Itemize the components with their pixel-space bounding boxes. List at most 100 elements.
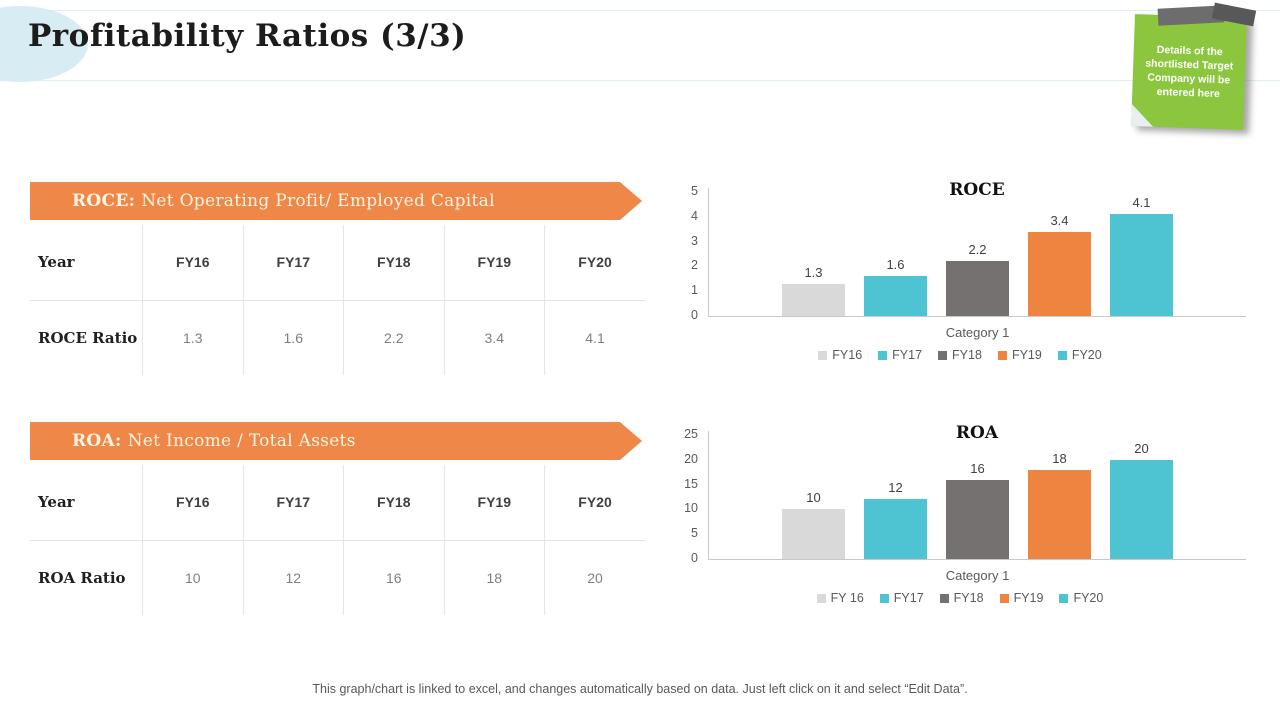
sticky-note-text: Details of the shortlisted Target Compan… [1145, 43, 1234, 101]
x-axis-line [708, 559, 1246, 560]
legend-swatch-icon [997, 350, 1007, 360]
y-tick-label: 4 [691, 208, 698, 223]
bar-value-label: 2.2 [968, 242, 987, 258]
table-row: Year FY16 FY17 FY18 FY19 FY20 [30, 225, 645, 301]
roce-ratio-label-cell: ROCE Ratio [30, 300, 143, 375]
col-header-fy19: FY19 [444, 225, 545, 301]
tape-corner-icon [1211, 2, 1257, 27]
banner-roa: ROA: Net Income / Total Assets [30, 422, 642, 460]
legend-label: FY20 [1073, 591, 1104, 605]
bar-value-label: 1.3 [804, 264, 823, 280]
header-bottom-rule [0, 80, 1280, 81]
legend-swatch-icon [818, 350, 828, 360]
y-tick-label: 0 [691, 308, 698, 322]
bar-fy18[interactable] [946, 261, 1009, 316]
bar-value-label: 20 [1134, 440, 1149, 456]
bar-value-label: 1.6 [886, 257, 905, 273]
legend-label: FY19 [1011, 348, 1042, 362]
banner-roce-definition: Net Operating Profit/ Employed Capital [141, 191, 495, 211]
col-header-fy20: FY20 [544, 225, 645, 301]
legend-item: FY16 [818, 348, 862, 362]
y-tick-label: 15 [684, 476, 698, 491]
y-tick-label: 5 [691, 184, 698, 198]
y-tick-label: 5 [691, 526, 698, 541]
legend-label: FY18 [953, 591, 984, 605]
legend-label: FY20 [1071, 348, 1102, 362]
bar-fy17[interactable] [864, 276, 927, 316]
table-row: ROCE Ratio 1.3 1.6 2.2 3.4 4.1 [30, 300, 645, 375]
legend-label: FY 16 [830, 591, 864, 605]
chart-title: ROA [955, 423, 999, 443]
legend-swatch-icon [879, 593, 889, 603]
roce-value-fy17: 1.6 [243, 300, 344, 375]
banner-roce: ROCE: Net Operating Profit/ Employed Cap… [30, 182, 642, 220]
chart-roce[interactable]: ROCE 0 1 2 3 4 5 1.3 1.6 2.2 3.4 4.1 Category 1 FY16 F… [660, 180, 1260, 380]
chart-legend: FY16 FY17 FY18 FY19 FY20 [660, 348, 1260, 362]
legend-swatch-icon [878, 350, 888, 360]
legend-item: FY20 [1057, 348, 1102, 362]
bar-fy17[interactable] [864, 499, 927, 559]
legend-item: FY 16 [816, 591, 864, 605]
bar-fy16[interactable] [782, 283, 845, 316]
bar-value-label: 3.4 [1050, 212, 1069, 228]
y-tick-label: 1 [691, 283, 698, 298]
year-header-cell: Year [30, 225, 143, 301]
legend-item: FY18 [938, 348, 982, 362]
y-tick-label: 3 [691, 233, 698, 248]
year-header-cell: Year [30, 465, 143, 541]
legend-item: FY17 [878, 348, 922, 362]
table-roce: Year FY16 FY17 FY18 FY19 FY20 ROCE Ratio… [30, 225, 645, 375]
page-title: Profitability Ratios (3/3) [28, 18, 467, 54]
category-axis-label: Category 1 [945, 568, 1010, 583]
legend-swatch-icon [1057, 350, 1067, 360]
legend-label: FY17 [892, 348, 923, 362]
footer-note: This graph/chart is linked to excel, and… [312, 682, 968, 696]
bar-fy19[interactable] [1028, 469, 1091, 559]
bar-fy20[interactable] [1110, 214, 1173, 316]
col-header-fy18: FY18 [343, 225, 445, 301]
y-tick-label: 20 [684, 451, 698, 466]
chart-roa[interactable]: ROA 0 5 10 15 20 25 10 12 16 18 20 Category 1 FY 16 FY… [660, 423, 1260, 623]
roa-ratio-label-cell: ROA Ratio [30, 540, 143, 615]
sticky-note: Details of the shortlisted Target Compan… [1131, 2, 1257, 130]
legend-swatch-icon [1059, 593, 1069, 603]
bar-value-label: 16 [970, 460, 985, 476]
legend-item: FY19 [999, 591, 1043, 605]
col-header-fy17: FY17 [243, 465, 344, 541]
legend-item: FY20 [1059, 591, 1103, 605]
legend-label: FY16 [832, 348, 863, 362]
bar-fy16[interactable] [782, 509, 845, 559]
col-header-fy16: FY16 [142, 465, 244, 541]
bar-value-label: 4.1 [1132, 195, 1151, 211]
bar-fy19[interactable] [1028, 231, 1091, 316]
bar-value-label: 18 [1052, 450, 1067, 466]
col-header-fy19: FY19 [444, 465, 545, 541]
category-axis-label: Category 1 [945, 325, 1010, 340]
y-tick-label: 2 [691, 258, 698, 273]
banner-roce-term: ROCE: [72, 191, 136, 211]
bar-value-label: 10 [806, 490, 821, 506]
header-top-rule [0, 10, 1280, 11]
legend-item: FY17 [879, 591, 924, 605]
y-tick-label: 10 [684, 501, 698, 516]
x-axis-line [708, 316, 1246, 317]
col-header-fy17: FY17 [243, 225, 344, 301]
legend-label: FY18 [952, 348, 982, 362]
legend-swatch-icon [816, 593, 826, 603]
table-roa: Year FY16 FY17 FY18 FY19 FY20 ROA Ratio … [30, 465, 645, 615]
y-axis-line [708, 188, 709, 316]
bar-fy20[interactable] [1110, 459, 1173, 559]
col-header-fy18: FY18 [343, 465, 445, 541]
col-header-fy20: FY20 [544, 465, 645, 541]
y-tick-label: 0 [691, 551, 698, 565]
banner-roa-definition: Net Income / Total Assets [127, 431, 356, 451]
roa-value-fy18: 16 [343, 540, 445, 615]
roce-value-fy16: 1.3 [142, 300, 244, 375]
y-axis-line [708, 431, 709, 559]
roa-value-fy17: 12 [243, 540, 344, 615]
bar-fy18[interactable] [946, 479, 1009, 559]
legend-swatch-icon [939, 593, 949, 603]
bar-value-label: 12 [888, 480, 903, 496]
table-row: ROA Ratio 10 12 16 18 20 [30, 540, 645, 615]
